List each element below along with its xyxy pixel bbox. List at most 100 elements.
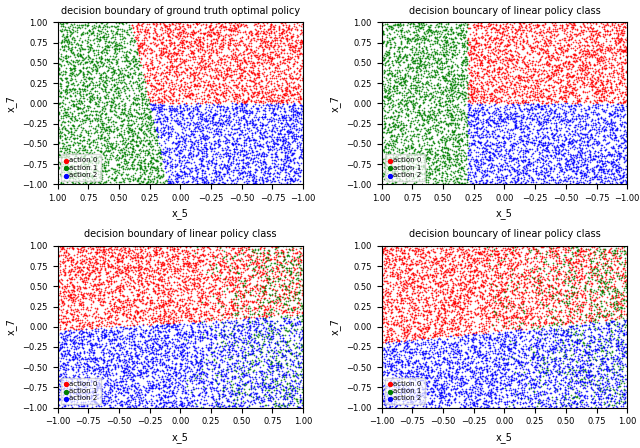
Point [104, 308, 114, 315]
Point [114, 73, 124, 81]
Point [216, 288, 227, 295]
Point [503, 346, 513, 353]
Point [108, 32, 118, 39]
Point [394, 356, 404, 363]
Point [95, 73, 106, 81]
Point [582, 62, 593, 69]
Point [269, 101, 279, 108]
Point [447, 61, 457, 68]
Point [195, 119, 205, 126]
Point [618, 373, 628, 380]
Point [595, 87, 605, 95]
Point [289, 23, 299, 30]
Point [566, 289, 577, 296]
Point [380, 246, 390, 254]
Point [250, 373, 260, 380]
Point [551, 276, 561, 283]
Point [88, 358, 98, 365]
Point [186, 401, 196, 409]
Point [272, 78, 282, 85]
Point [466, 342, 476, 349]
Point [571, 295, 581, 302]
Point [408, 319, 418, 327]
Point [442, 335, 452, 342]
Point [400, 72, 410, 79]
Point [397, 358, 408, 365]
Point [468, 45, 478, 52]
Point [246, 54, 257, 61]
Point [58, 297, 68, 304]
Point [276, 261, 287, 268]
Point [543, 404, 554, 411]
Point [158, 267, 168, 274]
Point [479, 400, 490, 407]
Point [574, 61, 584, 68]
Point [214, 83, 224, 90]
Point [383, 292, 394, 299]
Point [477, 296, 487, 303]
Point [186, 130, 196, 138]
Point [616, 311, 626, 318]
Point [83, 160, 93, 167]
Point [222, 284, 232, 292]
Point [257, 114, 267, 121]
Point [430, 88, 440, 95]
Point [580, 23, 591, 30]
Point [433, 330, 444, 337]
Point [294, 301, 305, 308]
Point [174, 374, 184, 381]
Point [568, 178, 578, 185]
Point [278, 371, 289, 379]
Point [191, 359, 201, 366]
Point [248, 347, 258, 354]
Point [149, 314, 159, 322]
Point [257, 270, 268, 277]
Point [176, 365, 186, 372]
Point [534, 258, 545, 265]
Point [450, 390, 460, 397]
Point [452, 107, 463, 114]
Point [176, 108, 186, 115]
Point [227, 380, 237, 388]
Point [226, 302, 236, 309]
Point [280, 56, 290, 63]
Point [527, 353, 538, 360]
Point [131, 141, 141, 148]
Point [172, 55, 182, 62]
Point [426, 103, 436, 110]
Point [240, 354, 250, 362]
Point [409, 274, 419, 281]
Point [175, 19, 185, 26]
Point [610, 379, 620, 387]
Point [536, 166, 547, 173]
Point [526, 91, 536, 99]
Point [540, 369, 550, 376]
Point [548, 41, 558, 48]
Point [291, 348, 301, 355]
Point [419, 117, 429, 124]
Point [245, 48, 255, 56]
Point [410, 336, 420, 343]
Point [423, 71, 433, 78]
Point [609, 175, 620, 182]
Point [542, 143, 552, 151]
Point [609, 375, 620, 383]
Point [284, 82, 294, 89]
Point [619, 244, 629, 251]
Point [564, 19, 574, 26]
Point [454, 162, 464, 169]
Point [220, 75, 230, 82]
Point [269, 348, 279, 355]
Point [509, 56, 519, 63]
Point [249, 313, 259, 320]
Point [69, 337, 79, 344]
Point [291, 134, 301, 141]
Point [171, 50, 181, 57]
Point [117, 107, 127, 114]
Point [230, 100, 240, 108]
Point [287, 50, 297, 57]
Point [445, 392, 455, 400]
Point [483, 63, 493, 70]
Point [115, 250, 125, 257]
Point [244, 171, 254, 178]
